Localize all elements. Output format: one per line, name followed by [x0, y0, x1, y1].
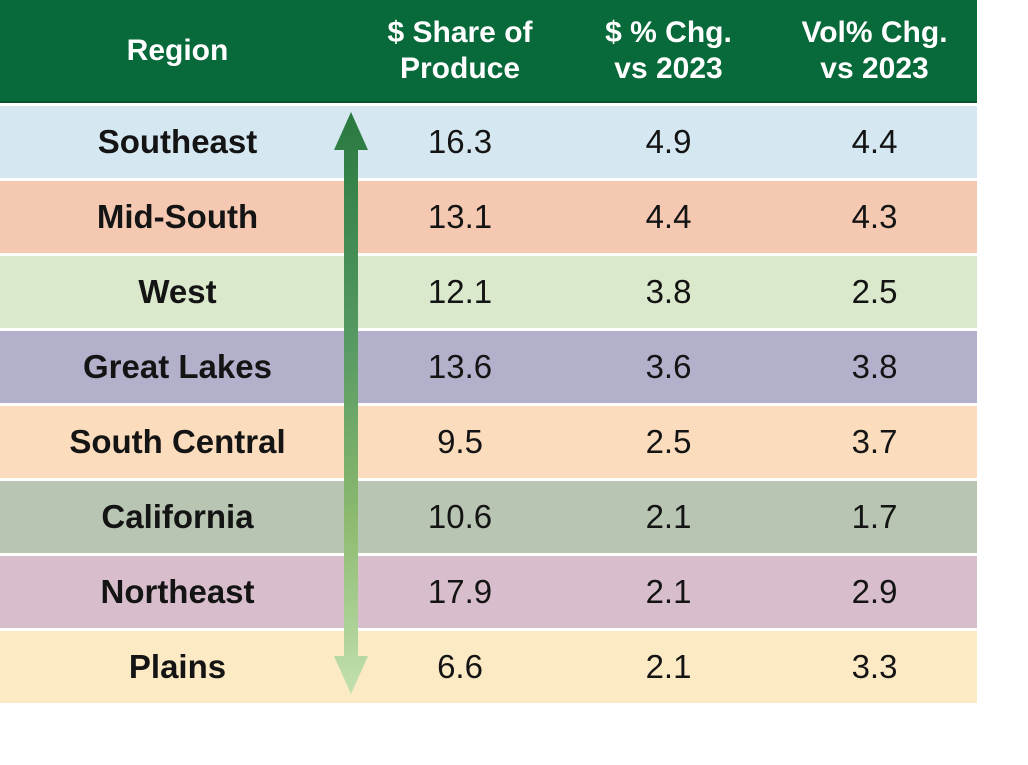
dollar-chg-cell: 4.4 — [645, 198, 692, 235]
dollar-chg-cell: 2.5 — [645, 423, 692, 460]
vol-chg-cell: 4.4 — [851, 123, 898, 160]
share-cell: 12.1 — [427, 273, 493, 310]
share-cell: 6.6 — [437, 648, 483, 685]
table-row: Great Lakes 13.6 3.6 3.8 — [0, 331, 977, 403]
region-cell: Great Lakes — [83, 348, 272, 385]
share-cell: 13.6 — [427, 348, 493, 385]
region-produce-table: Region $ Share of Produce $ % Chg. vs 20… — [0, 0, 977, 703]
dollar-chg-cell: 2.1 — [645, 573, 692, 610]
dollar-chg-cell: 2.1 — [645, 648, 692, 685]
table-row: Mid-South 13.1 4.4 4.3 — [0, 181, 977, 253]
region-cell: South Central — [69, 423, 286, 460]
region-cell: California — [101, 498, 254, 535]
column-header-vol-pct-chg: Vol% Chg. vs 2023 — [801, 15, 948, 85]
table-row: Northeast 17.9 2.1 2.9 — [0, 556, 977, 628]
table-row: Plains 6.6 2.1 3.3 — [0, 631, 977, 703]
region-cell: Mid-South — [96, 198, 259, 235]
vol-chg-cell: 2.9 — [851, 573, 898, 610]
table-row: South Central 9.5 2.5 3.7 — [0, 406, 977, 478]
share-cell: 9.5 — [437, 423, 483, 460]
table-row: Southeast 16.3 4.9 4.4 — [0, 106, 977, 178]
vol-chg-cell: 3.7 — [851, 423, 898, 460]
region-cell: Southeast — [97, 123, 258, 160]
dollar-chg-cell: 3.6 — [645, 348, 692, 385]
region-cell: Plains — [128, 648, 227, 685]
share-cell: 17.9 — [427, 573, 493, 610]
dollar-chg-cell: 4.9 — [645, 123, 692, 160]
table-header-row: Region $ Share of Produce $ % Chg. vs 20… — [0, 0, 977, 103]
dollar-chg-cell: 2.1 — [645, 498, 692, 535]
column-header-region: Region — [126, 33, 229, 67]
dollar-chg-cell: 3.8 — [645, 273, 692, 310]
column-header-dollar-pct-chg: $ % Chg. vs 2023 — [605, 15, 732, 85]
vol-chg-cell: 3.3 — [851, 648, 898, 685]
table-row: California 10.6 2.1 1.7 — [0, 481, 977, 553]
vol-chg-cell: 2.5 — [851, 273, 898, 310]
region-cell: West — [138, 273, 217, 310]
share-cell: 10.6 — [427, 498, 493, 535]
share-cell: 16.3 — [427, 123, 493, 160]
column-header-share-of-produce: $ Share of Produce — [387, 15, 533, 85]
table-row: West 12.1 3.8 2.5 — [0, 256, 977, 328]
region-cell: Northeast — [100, 573, 255, 610]
vol-chg-cell: 3.8 — [851, 348, 898, 385]
vol-chg-cell: 4.3 — [851, 198, 898, 235]
vol-chg-cell: 1.7 — [851, 498, 898, 535]
share-cell: 13.1 — [427, 198, 493, 235]
